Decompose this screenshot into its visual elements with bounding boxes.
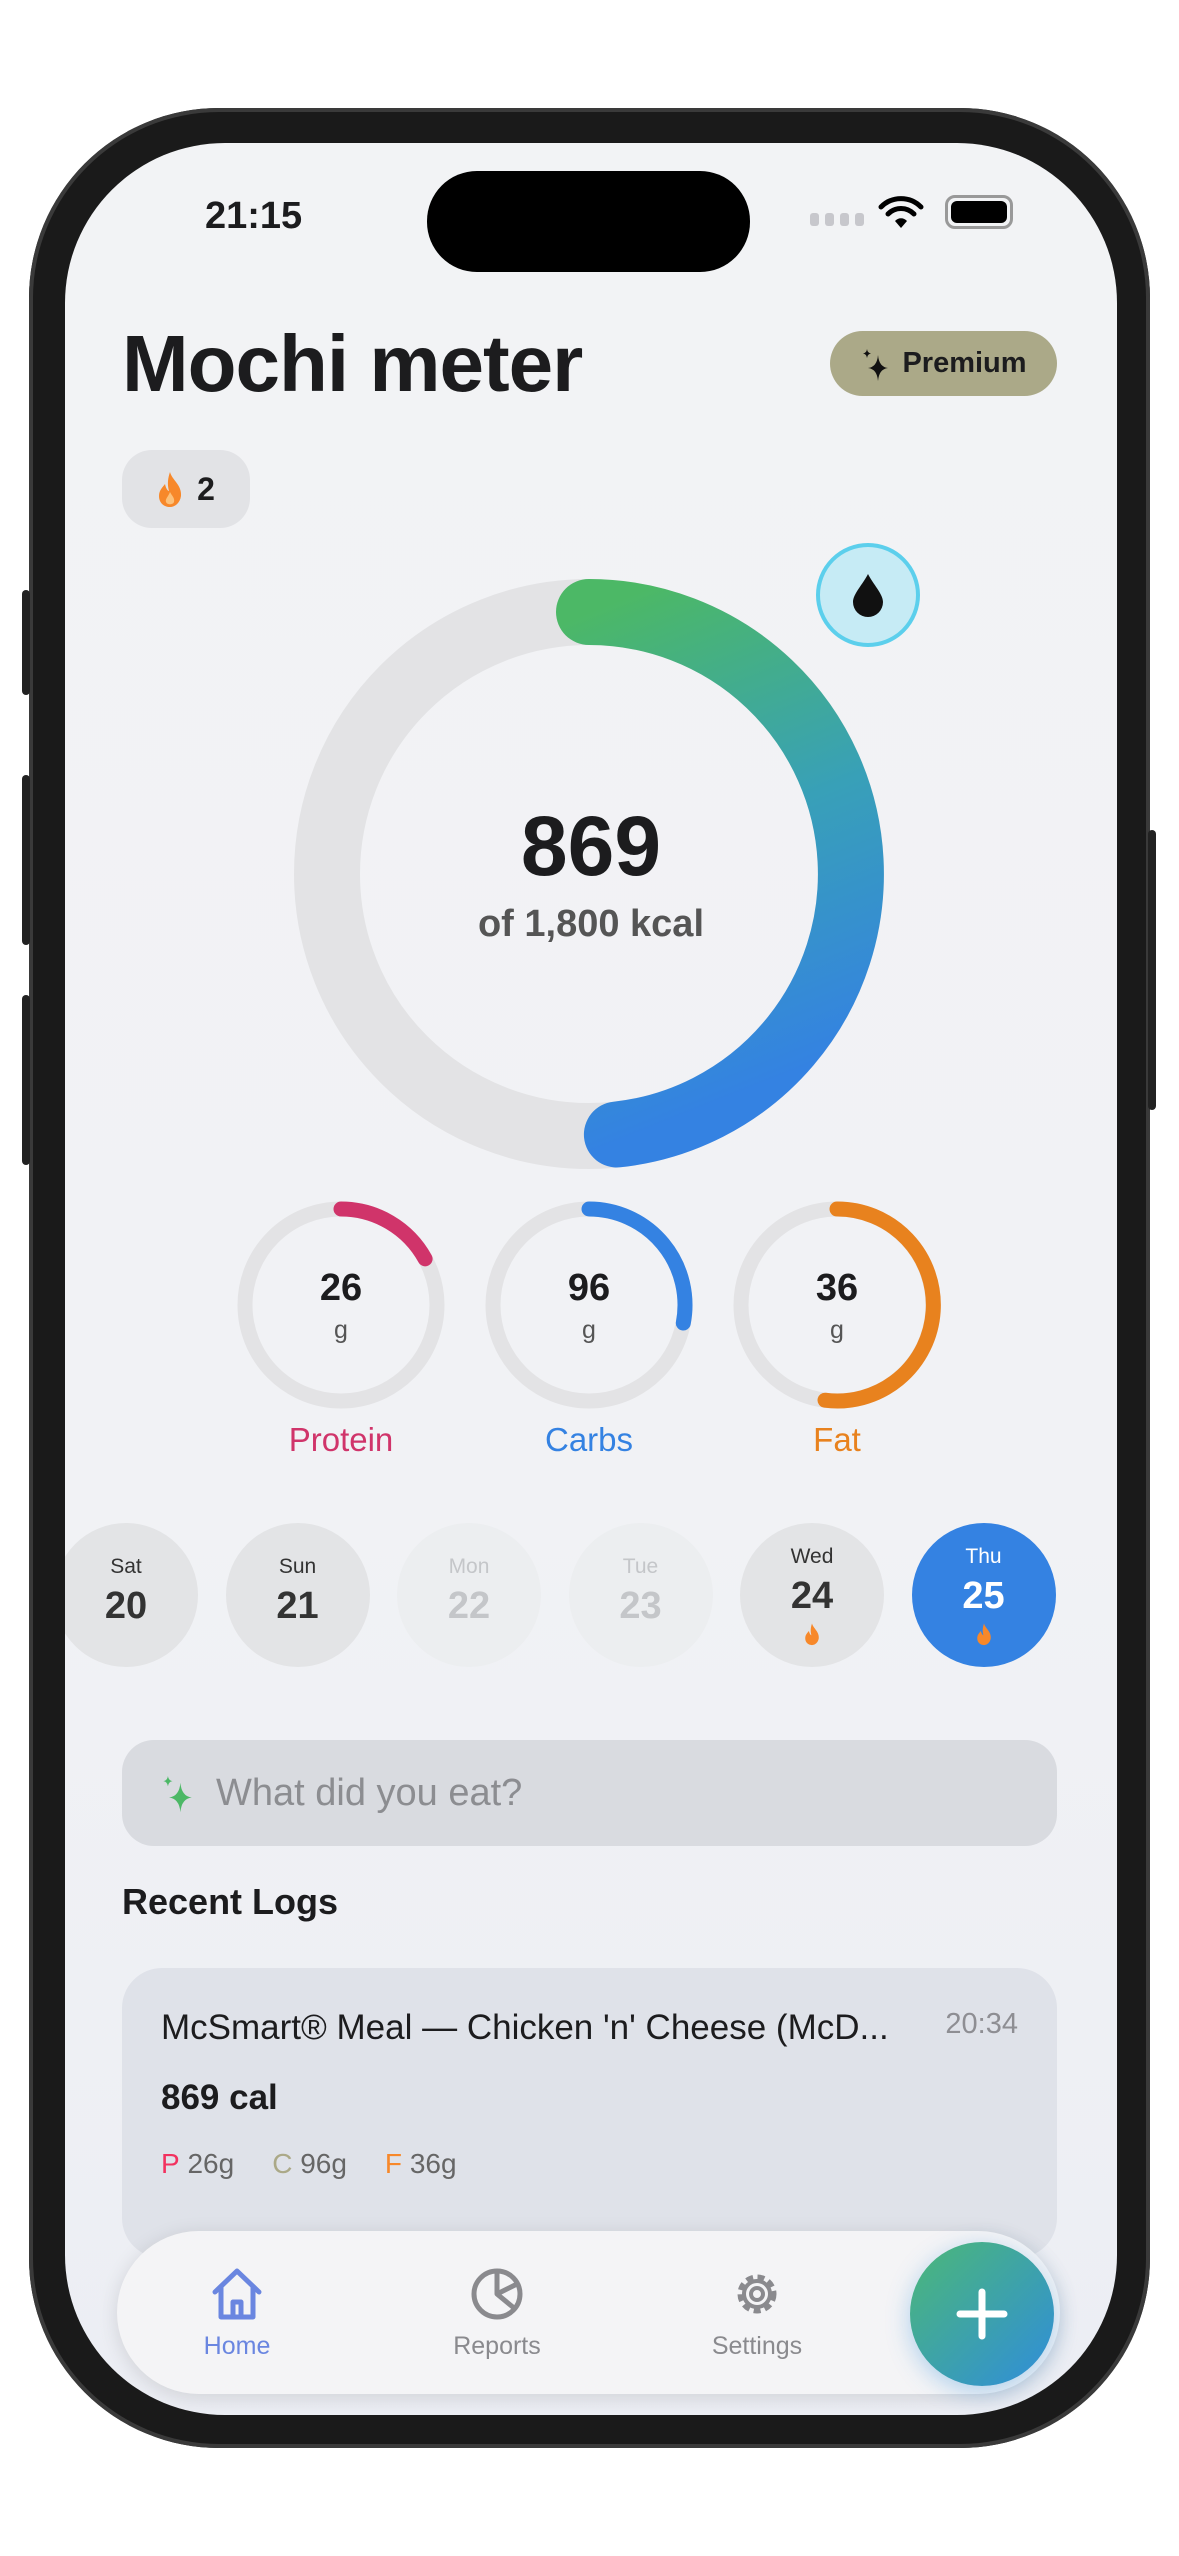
recent-logs-title: Recent Logs [122, 1881, 339, 1922]
day-name: Sun [278, 1555, 317, 1578]
macro-ring-fat [733, 1201, 941, 1409]
log-protein: 26g [187, 2148, 235, 2179]
streak-badge[interactable]: 2 [122, 450, 250, 528]
volume-up-button [22, 775, 30, 945]
tab-home[interactable]: Home [147, 2266, 327, 2361]
day-name: Wed [790, 1545, 834, 1568]
plus-icon [956, 2288, 1008, 2340]
dynamic-island [427, 171, 750, 272]
day-thu[interactable]: Thu 25 [911, 1523, 1056, 1667]
power-button [1148, 830, 1156, 1110]
carbs-letter: C [272, 2148, 293, 2179]
battery-icon [945, 195, 1013, 229]
calories-consumed: 869 [520, 799, 662, 893]
pie-chart-icon [471, 2268, 523, 2320]
gear-icon [737, 2274, 777, 2314]
water-button[interactable] [816, 543, 920, 647]
day-date: 24 [790, 1575, 834, 1617]
flame-icon [976, 1623, 991, 1646]
macro-value: 26 [319, 1267, 363, 1309]
tab-settings-label: Settings [711, 2332, 803, 2360]
water-drop-icon [853, 574, 883, 617]
calorie-ring [294, 579, 884, 1169]
log-name: McSmart® Meal — Chicken 'n' Cheese (McD.… [161, 2008, 889, 2047]
log-fat: 36g [409, 2148, 457, 2179]
log-macros: P 26g C 96g F 36g [161, 2148, 457, 2180]
app-screen: 21:15 Mochi meter Premium 2 869 of 1,800… [65, 143, 1117, 2415]
day-date: 23 [619, 1585, 662, 1627]
tab-reports[interactable]: Reports [407, 2266, 587, 2361]
day-date: 25 [962, 1575, 1005, 1617]
premium-button[interactable]: Premium [830, 331, 1057, 396]
macro-label: Carbs [544, 1421, 634, 1458]
day-name: Thu [965, 1545, 1002, 1568]
day-sat[interactable]: Sat 20 [65, 1523, 198, 1667]
day-tue[interactable]: Tue 23 [568, 1523, 713, 1667]
tab-home-label: Home [203, 2332, 271, 2360]
wifi-icon [878, 196, 924, 228]
flame-icon [159, 472, 182, 507]
macro-fat: 36 g Fat [733, 1201, 941, 1458]
tab-reports-label: Reports [453, 2332, 541, 2360]
food-input-placeholder: What did you eat? [216, 1771, 523, 1814]
log-calories: 869 cal [161, 2078, 278, 2117]
day-name: Mon [448, 1555, 490, 1578]
streak-count: 2 [197, 470, 215, 507]
macro-protein: 26 g Protein [237, 1201, 445, 1458]
protein-letter: P [161, 2148, 180, 2179]
day-date: 20 [104, 1585, 148, 1627]
log-time: 20:34 [945, 2008, 1018, 2040]
home-icon [212, 2268, 262, 2320]
calories-goal: of 1,800 kcal [477, 903, 705, 945]
status-time: 21:15 [205, 195, 303, 237]
flame-icon [805, 1623, 819, 1646]
day-name: Sat [110, 1555, 142, 1578]
macro-ring-carbs [485, 1201, 693, 1409]
macro-carbs: 96 g Carbs [485, 1201, 693, 1458]
signal-icon [810, 213, 864, 226]
log-card[interactable]: McSmart® Meal — Chicken 'n' Cheese (McD.… [122, 1968, 1057, 2258]
macro-label: Fat [813, 1421, 861, 1458]
page-title: Mochi meter [122, 319, 583, 408]
day-wed[interactable]: Wed 24 [740, 1523, 884, 1667]
macro-unit: g [582, 1316, 596, 1344]
add-button[interactable] [910, 2242, 1054, 2386]
day-mon[interactable]: Mon 22 [397, 1523, 541, 1667]
premium-label: Premium [902, 347, 1027, 379]
macro-label: Protein [288, 1421, 394, 1458]
day-name: Tue [622, 1555, 659, 1578]
log-carbs: 96g [300, 2148, 347, 2179]
macro-ring-protein [237, 1201, 445, 1409]
tab-settings[interactable]: Settings [667, 2266, 847, 2361]
fat-letter: F [384, 2148, 403, 2179]
volume-down-button [22, 995, 30, 1165]
macro-value: 36 [815, 1267, 859, 1309]
macro-unit: g [830, 1316, 844, 1344]
day-sun[interactable]: Sun 21 [225, 1523, 370, 1667]
sparkles-icon [163, 1776, 192, 1813]
sparkles-icon [863, 348, 889, 381]
day-date: 21 [276, 1585, 319, 1627]
macro-value: 96 [567, 1267, 611, 1309]
side-button [22, 590, 30, 695]
calorie-ring-progress [556, 579, 884, 1168]
tab-bar: Home Reports Settings [117, 2231, 1060, 2394]
day-date: 22 [447, 1585, 491, 1627]
macro-unit: g [334, 1316, 348, 1344]
food-input[interactable]: What did you eat? [122, 1740, 1057, 1846]
